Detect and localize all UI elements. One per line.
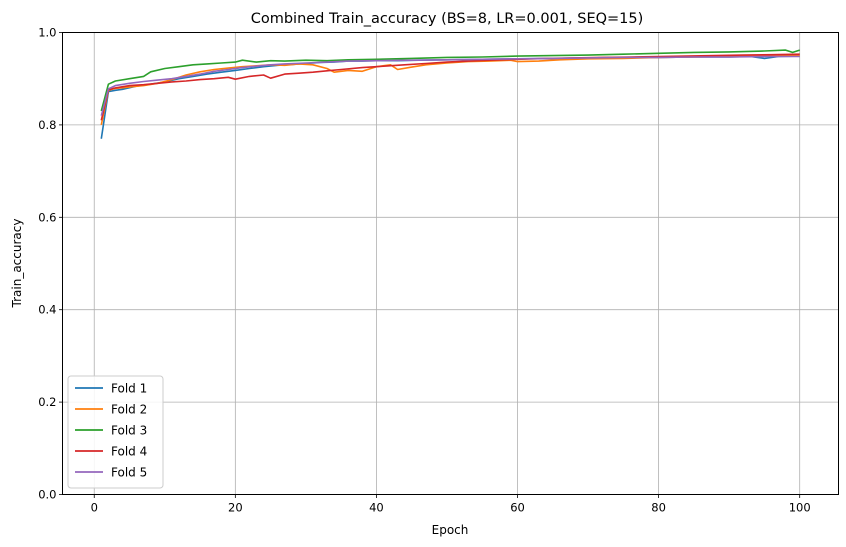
y-tick-label: 0.8	[38, 118, 56, 132]
series-lines	[100, 49, 800, 139]
series-line-fold-5	[100, 55, 800, 116]
x-tick-label: 100	[789, 501, 811, 515]
x-tick-label: 80	[651, 501, 666, 515]
x-tick-label: 60	[510, 501, 525, 515]
y-tick-label: 1.0	[38, 26, 56, 40]
legend-label-fold-2: Fold 2	[111, 403, 147, 417]
y-tick-label: 0.4	[38, 303, 56, 317]
legend-box	[67, 375, 164, 489]
y-tick-label: 0.6	[38, 210, 56, 224]
legend-label-fold-4: Fold 4	[111, 445, 147, 459]
x-tick-label: 0	[91, 501, 98, 515]
y-axis-label: Train_accuracy	[10, 219, 24, 309]
x-tick-label: 20	[228, 501, 243, 515]
axis-ticks: 0 20 40 60 80 100 0.0 0.2 0.4 0.6 0.8 1.0	[38, 26, 810, 515]
legend-label-fold-1: Fold 1	[111, 382, 147, 396]
legend-label-fold-5: Fold 5	[111, 466, 147, 480]
y-tick-label: 0.0	[38, 488, 56, 502]
chart-title: Combined Train_accuracy (BS=8, LR=0.001,…	[251, 11, 644, 27]
plot-frame	[62, 32, 839, 495]
x-tick-label: 40	[369, 501, 384, 515]
x-axis-label: Epoch	[432, 523, 469, 537]
series-line-fold-3	[100, 49, 800, 112]
legend-label-fold-3: Fold 3	[111, 424, 147, 438]
legend: Fold 1 Fold 2 Fold 3 Fold 4 Fold 5	[67, 375, 164, 489]
y-tick-label: 0.2	[38, 395, 56, 409]
